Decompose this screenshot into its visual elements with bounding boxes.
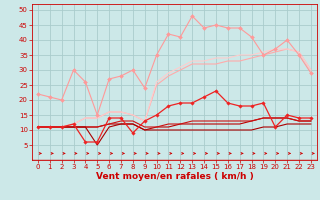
X-axis label: Vent moyen/en rafales ( km/h ): Vent moyen/en rafales ( km/h ) bbox=[96, 172, 253, 181]
